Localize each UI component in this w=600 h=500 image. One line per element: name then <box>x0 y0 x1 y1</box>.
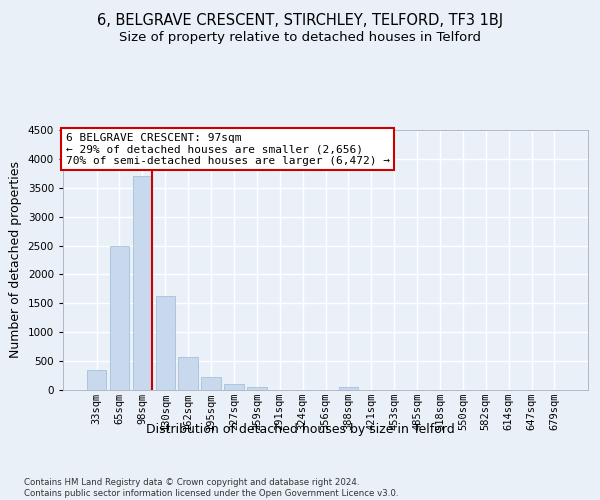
Text: 6, BELGRAVE CRESCENT, STIRCHLEY, TELFORD, TF3 1BJ: 6, BELGRAVE CRESCENT, STIRCHLEY, TELFORD… <box>97 12 503 28</box>
Bar <box>110 246 129 390</box>
Bar <box>155 296 175 390</box>
Bar <box>202 377 221 390</box>
Bar <box>133 176 152 390</box>
Bar <box>178 357 198 390</box>
Bar <box>338 386 358 390</box>
Text: Size of property relative to detached houses in Telford: Size of property relative to detached ho… <box>119 32 481 44</box>
Bar <box>87 370 106 390</box>
Bar <box>247 387 266 390</box>
Bar <box>224 384 244 390</box>
Text: Contains HM Land Registry data © Crown copyright and database right 2024.
Contai: Contains HM Land Registry data © Crown c… <box>24 478 398 498</box>
Y-axis label: Number of detached properties: Number of detached properties <box>9 162 22 358</box>
Text: 6 BELGRAVE CRESCENT: 97sqm
← 29% of detached houses are smaller (2,656)
70% of s: 6 BELGRAVE CRESCENT: 97sqm ← 29% of deta… <box>65 132 389 166</box>
Text: Distribution of detached houses by size in Telford: Distribution of detached houses by size … <box>146 422 454 436</box>
